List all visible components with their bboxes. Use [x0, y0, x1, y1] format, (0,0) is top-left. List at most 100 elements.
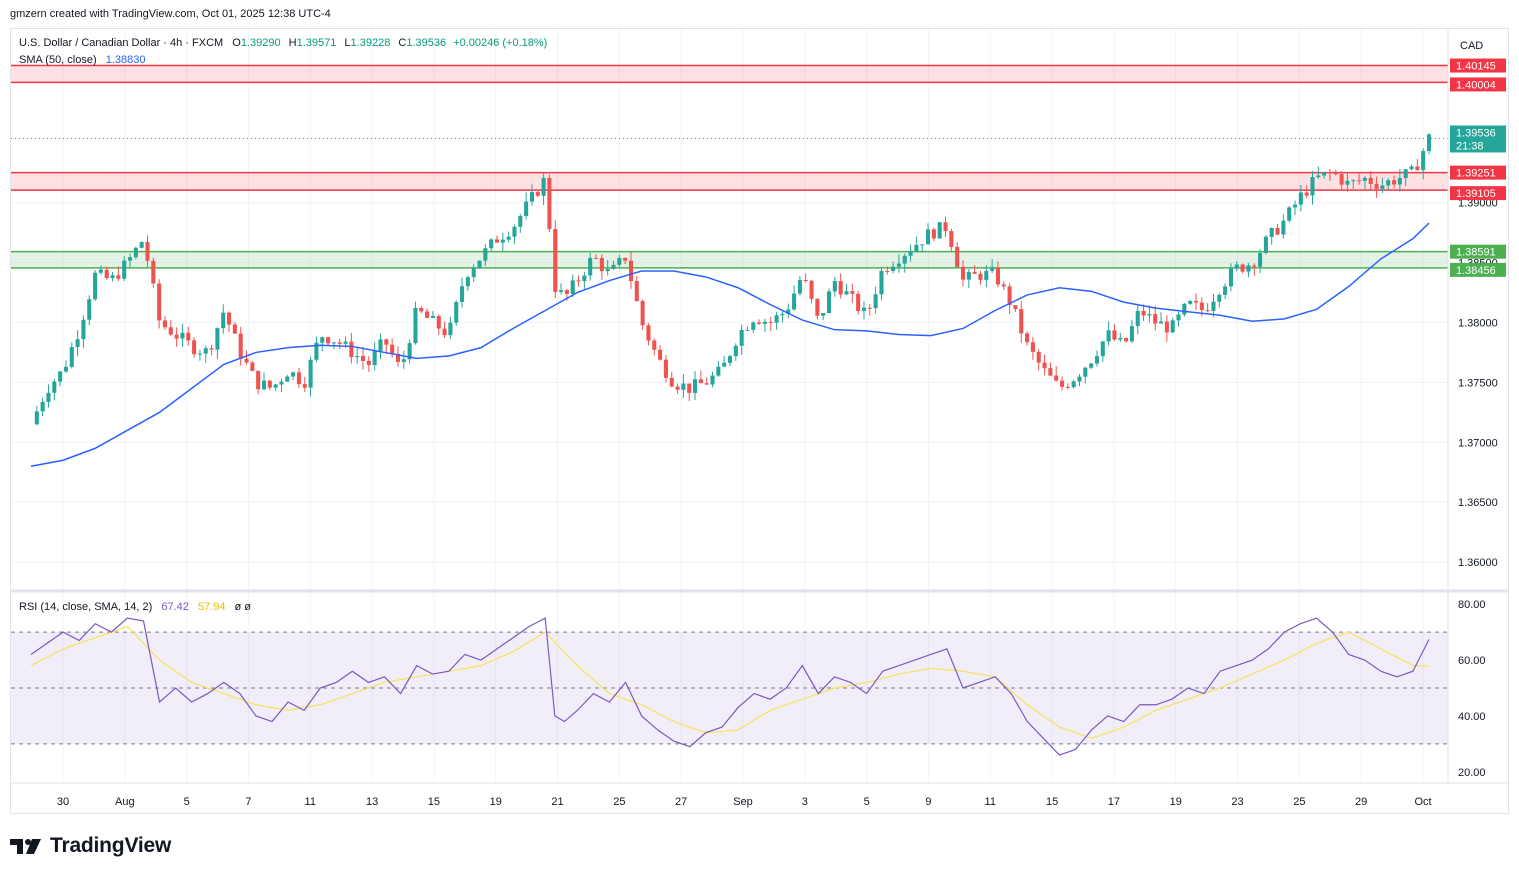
candle-body [273, 384, 278, 388]
rsi-legend-value: 67.42 [161, 601, 189, 613]
candle-body [1392, 180, 1397, 185]
candle-body [1421, 151, 1426, 171]
candle-body [1287, 207, 1292, 221]
candle-body [1368, 177, 1373, 184]
legend-symbol: U.S. Dollar / Canadian Dollar · 4h · FXC… [19, 37, 547, 49]
candle-body [122, 260, 127, 279]
candle-body [1362, 177, 1367, 181]
chart-frame[interactable]: 1.36000 1.36500 1.37000 1.37500 1.38000 1.385… [10, 28, 1509, 814]
candle-body [780, 313, 785, 316]
price-tick-label: 1.38000 [1458, 317, 1498, 329]
candle-body [1159, 321, 1164, 324]
candle-body [448, 322, 453, 336]
candle-body [483, 248, 488, 261]
support-zone [11, 251, 1448, 268]
candle-body [192, 340, 197, 355]
candle-body [116, 275, 121, 279]
time-tick-label: Aug [115, 796, 135, 808]
candle-body [541, 177, 546, 196]
currency-label[interactable]: CAD [1460, 40, 1483, 52]
candle-body [390, 344, 395, 354]
candle-body [593, 257, 599, 259]
candle-body [599, 257, 604, 272]
candle-body [896, 263, 901, 267]
candle-body [139, 242, 144, 248]
tradingview-logo[interactable]: TradingView [10, 834, 171, 858]
candle-body [1380, 185, 1385, 189]
candle-body [349, 341, 354, 358]
price-label-countdown: 21:38 [1450, 138, 1506, 153]
zones-layer [11, 64, 1448, 269]
chart-canvas[interactable]: 1.36000 1.36500 1.37000 1.37500 1.38000 1.385… [11, 29, 1508, 813]
time-tick-label: 25 [613, 796, 625, 808]
candle-body [1339, 174, 1344, 185]
rsi-background [11, 631, 1448, 745]
candle-body [372, 350, 377, 366]
candle-body [838, 281, 843, 295]
candle-body [867, 307, 872, 309]
time-tick-label: Oct [1414, 796, 1431, 808]
candle-body [908, 251, 913, 256]
price-tick-label: 1.39000 [1458, 198, 1498, 210]
candle-body [52, 381, 57, 393]
price-tick-label: 1.37000 [1458, 437, 1498, 449]
candle-body [1153, 314, 1158, 324]
candle-body [360, 356, 366, 361]
candle-body [267, 380, 272, 388]
price-label-text: 1.39536 [1456, 127, 1496, 139]
candle-body [943, 222, 948, 232]
candle-body [1205, 310, 1210, 312]
candle-body [1275, 228, 1280, 235]
candle-body [256, 370, 261, 390]
candle-body [745, 329, 750, 331]
candle-body [1409, 166, 1414, 170]
time-tick-label: 11 [305, 796, 316, 808]
price-label-text: 1.40145 [1456, 61, 1496, 73]
sma-legend-value: 1.38830 [106, 54, 146, 66]
candle-body [1135, 310, 1140, 327]
candle-body [559, 290, 564, 292]
candle-body [203, 348, 208, 354]
price-tick-label: 1.36000 [1458, 557, 1498, 569]
candle-body [308, 359, 313, 388]
candle-body [337, 342, 342, 344]
candle-body [1333, 172, 1338, 175]
candle-body [285, 376, 290, 382]
candle-body [663, 359, 668, 378]
candle-body [186, 332, 191, 341]
candle-body [279, 381, 284, 385]
candle-body [1141, 310, 1146, 316]
price-label-bg [1450, 244, 1506, 259]
candle-body [1357, 180, 1362, 182]
candle-body [658, 349, 663, 360]
time-tick-label: 11 [985, 796, 996, 808]
candle-body [494, 239, 500, 243]
candle-body [454, 302, 459, 323]
candle-body [1269, 228, 1274, 237]
grid-layer [11, 29, 1448, 783]
legend-low: 1.39228 [351, 37, 391, 49]
candle-body [1124, 337, 1129, 342]
candle-body [792, 293, 797, 310]
candle-body [63, 366, 68, 372]
candle-body [588, 257, 593, 276]
candle-body [1403, 169, 1408, 179]
candle-body [856, 293, 861, 311]
candle-body [617, 257, 622, 265]
candle-body [722, 362, 727, 367]
candle-body [401, 359, 406, 362]
candle-body [547, 177, 552, 230]
candle-body [168, 327, 173, 335]
candle-body [960, 266, 966, 280]
candle-body [1292, 204, 1298, 208]
candle-body [582, 275, 587, 282]
candle-body [500, 239, 505, 243]
candle-body [984, 270, 989, 280]
candle-body [1019, 309, 1024, 334]
tradingview-logo-icon [10, 839, 41, 854]
rsi-tick-label: 60.00 [1458, 655, 1486, 667]
legend-change: +0.00246 (+0.18%) [453, 37, 547, 49]
candle-body [1199, 302, 1204, 311]
candle-body [891, 266, 896, 272]
